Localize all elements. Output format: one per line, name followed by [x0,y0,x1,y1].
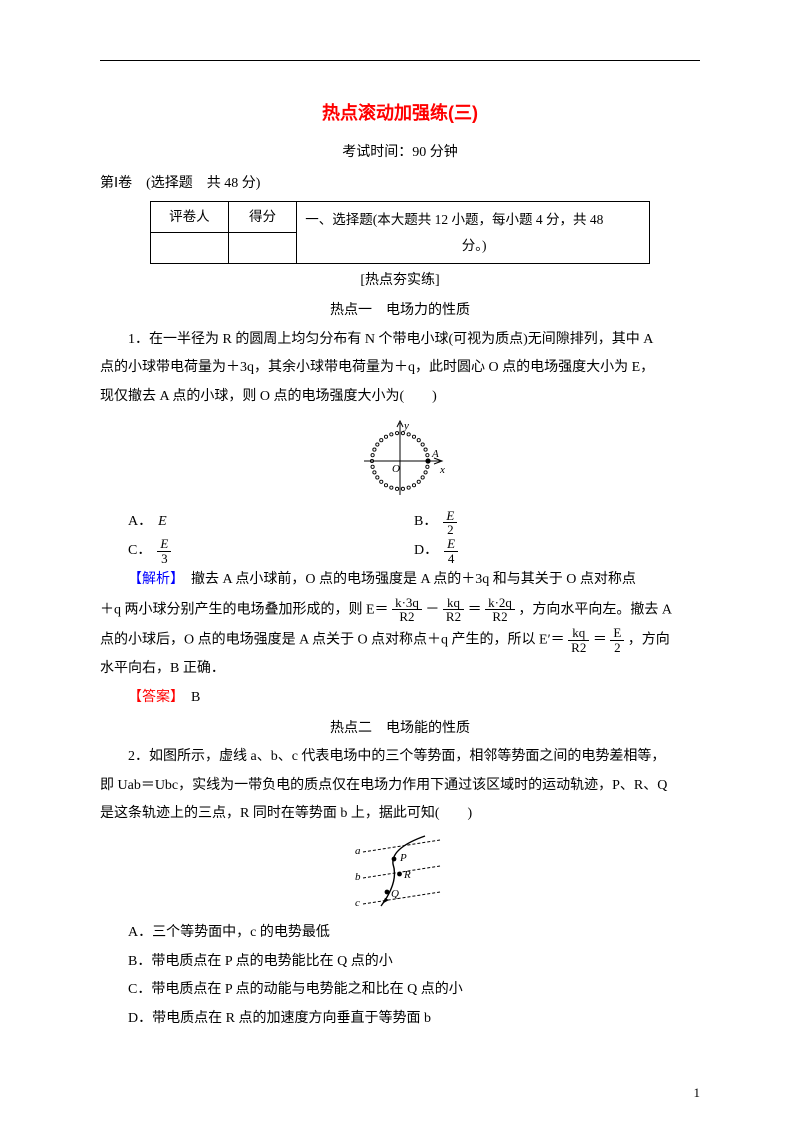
q2-option-d: D．带电质点在 R 点的加速度方向垂直于等势面 b [128,1006,700,1033]
score-instruction: 一、选择题(本大题共 12 小题，每小题 4 分，共 48 分。) [297,202,650,263]
q1-figure: y x O A [100,417,700,503]
q2-options: A．三个等势面中，c 的电势最低 B．带电质点在 P 点的电势能比在 Q 点的小… [128,920,700,1032]
svg-text:P: P [399,852,407,864]
q1-number: 1． [128,332,149,347]
svg-text:A: A [431,448,439,460]
svg-text:c: c [355,897,360,909]
exam-time: 考试时间：90 分钟 [100,140,700,167]
q1-stem-line3: 现仅撤去 A 点的小球，则 O 点的电场强度大小为( ) [100,384,700,411]
score-cell-score [228,233,297,264]
svg-text:y: y [403,420,409,432]
svg-text:a: a [355,845,361,857]
svg-text:Q: Q [391,888,399,900]
q2-stem-line2: 即 Uab＝Ubc，实线为一带负电的质点仅在电场力作用下通过该区域时的运动轨迹，… [100,773,700,800]
svg-text:b: b [355,871,361,883]
q1-option-a: A． E [128,509,414,537]
q2-stem-line3: 是这条轨迹上的三点，R 同时在等势面 b 上，据此可知( ) [100,801,700,828]
q2-figure: a b c P R Q [100,834,700,914]
q1-answer: 【答案】 B [100,685,700,712]
topic1-heading: 热点一 电场力的性质 [100,298,700,325]
analysis-label: 【解析】 [128,572,177,587]
q1-option-d: D． E4 [414,537,700,565]
answer-label: 【答案】 [128,690,177,705]
q1-stem-line2: 点的小球带电荷量为＋3q，其余小球带电荷量为＋q，此时圆心 O 点的电场强度大小… [100,355,700,382]
q1-stem-line1: 1．在一半径为 R 的圆周上均匀分布有 N 个带电小球(可视为质点)无间隙排列，… [100,327,700,354]
page-title: 热点滚动加强练(三) [100,96,700,130]
q1-analysis-line2: ＋q 两小球分别产生的电场叠加形成的，则 E＝ k·3qR2 － kqR2 ＝ … [100,596,700,624]
score-col-grader: 评卷人 [151,202,229,233]
part-label: 第Ⅰ卷 (选择题 共 48 分) [100,171,700,198]
q1-option-c: C． E3 [128,537,414,565]
q2-stem-line1: 2．如图所示，虚线 a、b、c 代表电场中的三个等势面，相邻等势面之间的电势差相… [100,744,700,771]
top-rule [100,60,700,61]
q2-figure-svg: a b c P R Q [345,834,455,914]
svg-text:O: O [392,463,400,475]
section-bracket: [热点夯实练] [100,268,700,295]
q1-option-b: B． E2 [414,509,700,537]
q1-analysis-line1: 【解析】 撤去 A 点小球前，O 点的电场强度是 A 点的＋3q 和与其关于 O… [100,567,700,594]
score-table: 评卷人 得分 一、选择题(本大题共 12 小题，每小题 4 分，共 48 分。) [150,201,650,263]
svg-text:R: R [403,869,411,881]
score-col-score: 得分 [228,202,297,233]
instruction-line-2: 分。) [305,233,643,259]
topic2-heading: 热点二 电场能的性质 [100,716,700,743]
q1-analysis-line3: 点的小球后，O 点的电场强度是 A 点关于 O 点对称点＋q 产生的，所以 E′… [100,626,700,654]
score-cell-grader [151,233,229,264]
q1-figure-svg: y x O A [350,417,450,503]
q2-option-b: B．带电质点在 P 点的电势能比在 Q 点的小 [128,949,700,976]
instruction-line-1: 一、选择题(本大题共 12 小题，每小题 4 分，共 48 [305,212,603,227]
q2-number: 2． [128,749,149,764]
q1-options: A． E B． E2 C． E3 D． E4 [128,509,700,566]
exam-page: 热点滚动加强练(三) 考试时间：90 分钟 第Ⅰ卷 (选择题 共 48 分) 评… [0,0,800,1132]
q2-option-a: A．三个等势面中，c 的电势最低 [128,920,700,947]
q1-a-text: E [158,509,167,536]
svg-text:x: x [439,464,445,476]
q2-option-c: C．带电质点在 P 点的动能与电势能之和比在 Q 点的小 [128,977,700,1004]
page-number: 1 [694,1081,701,1106]
q1-analysis-line4: 水平向右，B 正确． [100,656,700,683]
